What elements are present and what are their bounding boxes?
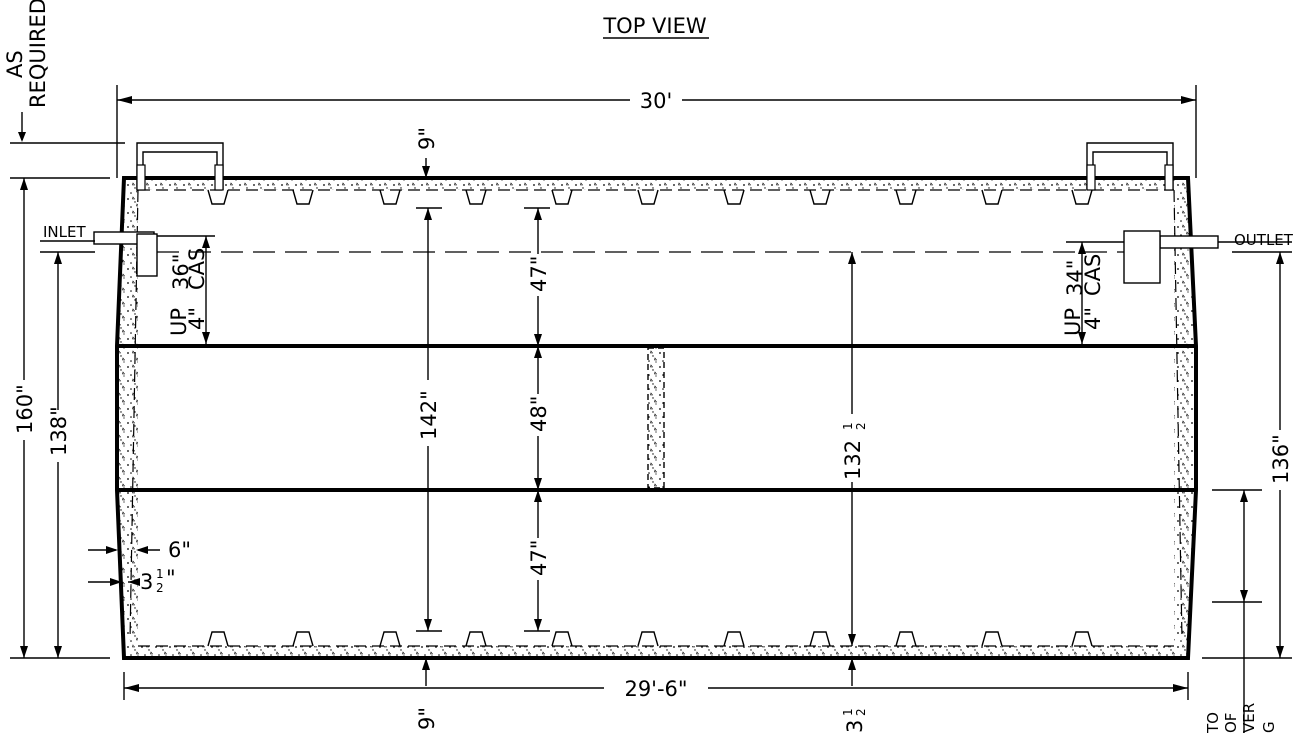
dim-wall-6: 6" <box>88 538 191 562</box>
outlet-invert-callout: UP 4" 34" CAS <box>1061 241 1124 344</box>
svg-text:136": 136" <box>1269 434 1293 484</box>
svg-text:1: 1 <box>156 567 164 581</box>
dim-top-wall: 9" <box>415 127 439 178</box>
ver-label: VER <box>1240 703 1258 733</box>
svg-text:132: 132 <box>841 440 865 480</box>
bottom-rib <box>809 631 831 647</box>
bottom-rib <box>551 631 573 647</box>
inlet-label: INLET <box>43 223 86 241</box>
top-rib <box>292 189 314 205</box>
dim-wall-3half: 3 1 2 " <box>88 566 176 595</box>
svg-text:1: 1 <box>841 708 855 716</box>
svg-text:9": 9" <box>415 127 439 150</box>
bottom-rib <box>981 631 1003 647</box>
svg-text:UP: UP <box>167 308 191 336</box>
top-rib <box>637 189 659 205</box>
svg-text:1: 1 <box>841 422 855 430</box>
dim-right-136: 136" <box>1202 251 1293 659</box>
top-rib <box>207 189 229 205</box>
svg-text:2: 2 <box>854 422 868 430</box>
svg-text:4": 4" <box>1081 307 1105 330</box>
svg-text:142": 142" <box>417 390 441 440</box>
bottom-rib <box>379 631 401 647</box>
svg-text:47": 47" <box>527 256 551 292</box>
svg-text:34": 34" <box>1063 260 1087 296</box>
bottom-rib <box>637 631 659 647</box>
drawing-title: TOP VIEW <box>602 14 707 38</box>
svg-text:9": 9" <box>415 707 439 730</box>
top-rib <box>379 189 401 205</box>
outlet-label: OUTLET <box>1234 231 1294 249</box>
top-rib <box>809 189 831 205</box>
bottom-wall <box>124 646 1188 658</box>
dim-left-138: 138" <box>40 251 95 658</box>
dim-right-lower <box>1212 489 1262 733</box>
inlet-pipe <box>40 231 158 277</box>
svg-text:2: 2 <box>156 581 164 595</box>
svg-text:": " <box>166 566 176 590</box>
bottom-rib <box>292 631 314 647</box>
left-wall <box>117 178 138 658</box>
top-rib <box>723 189 745 205</box>
dim-left-160: 160" <box>10 178 110 659</box>
dim-bottom-3half: 3 1 2 <box>841 658 868 733</box>
svg-text:UP: UP <box>1061 308 1085 336</box>
bottom-rib <box>207 631 229 647</box>
svg-text:47": 47" <box>527 540 551 576</box>
tank-outline <box>115 176 1198 660</box>
as-label: AS <box>3 50 27 78</box>
svg-text:CAS: CAS <box>185 248 209 290</box>
of-label: OF <box>1222 713 1240 733</box>
bottom-rib <box>465 631 487 647</box>
to-label: TO <box>1204 712 1222 733</box>
svg-text:CAS: CAS <box>1081 254 1105 296</box>
top-ribs <box>207 189 1093 205</box>
top-rib <box>551 189 573 205</box>
svg-text:30': 30' <box>640 89 673 113</box>
svg-text:160": 160" <box>13 384 37 434</box>
outlet-pipe <box>1123 230 1292 284</box>
left-riser <box>136 142 224 191</box>
svg-text:138": 138" <box>47 406 71 456</box>
svg-text:36": 36" <box>169 254 193 290</box>
svg-text:3: 3 <box>843 720 867 733</box>
dim-interior-132: 132 1 2 <box>841 252 868 646</box>
top-rib <box>895 189 917 205</box>
bottom-rib <box>723 631 745 647</box>
dim-interior-142: 142" <box>416 207 442 632</box>
required-label: REQUIRED <box>26 0 50 108</box>
dim-sections: 47" 48" 47" <box>524 207 551 632</box>
svg-text:29'-6": 29'-6" <box>624 677 687 701</box>
center-baffle <box>648 348 664 488</box>
bottom-rib <box>895 631 917 647</box>
g-label: G <box>1260 721 1278 733</box>
dim-overall-top: 30' <box>116 85 1197 178</box>
right-riser <box>1086 142 1174 191</box>
svg-text:48": 48" <box>527 396 551 432</box>
top-rib <box>981 189 1003 205</box>
top-rib <box>1071 189 1093 205</box>
bottom-ribs <box>207 631 1093 647</box>
inlet-invert-callout: UP 4" 36" CAS <box>157 235 215 344</box>
top-rib <box>465 189 487 205</box>
svg-text:6": 6" <box>168 538 191 562</box>
right-wall <box>1174 178 1196 658</box>
dim-bottom-wall: 9" <box>415 658 439 730</box>
top-wall <box>124 178 1188 190</box>
dim-overall-bottom: 29'-6" <box>123 672 1189 701</box>
svg-text:4": 4" <box>185 307 209 330</box>
svg-text:3: 3 <box>140 570 153 594</box>
bottom-rib <box>1071 631 1093 647</box>
svg-text:2: 2 <box>854 708 868 716</box>
